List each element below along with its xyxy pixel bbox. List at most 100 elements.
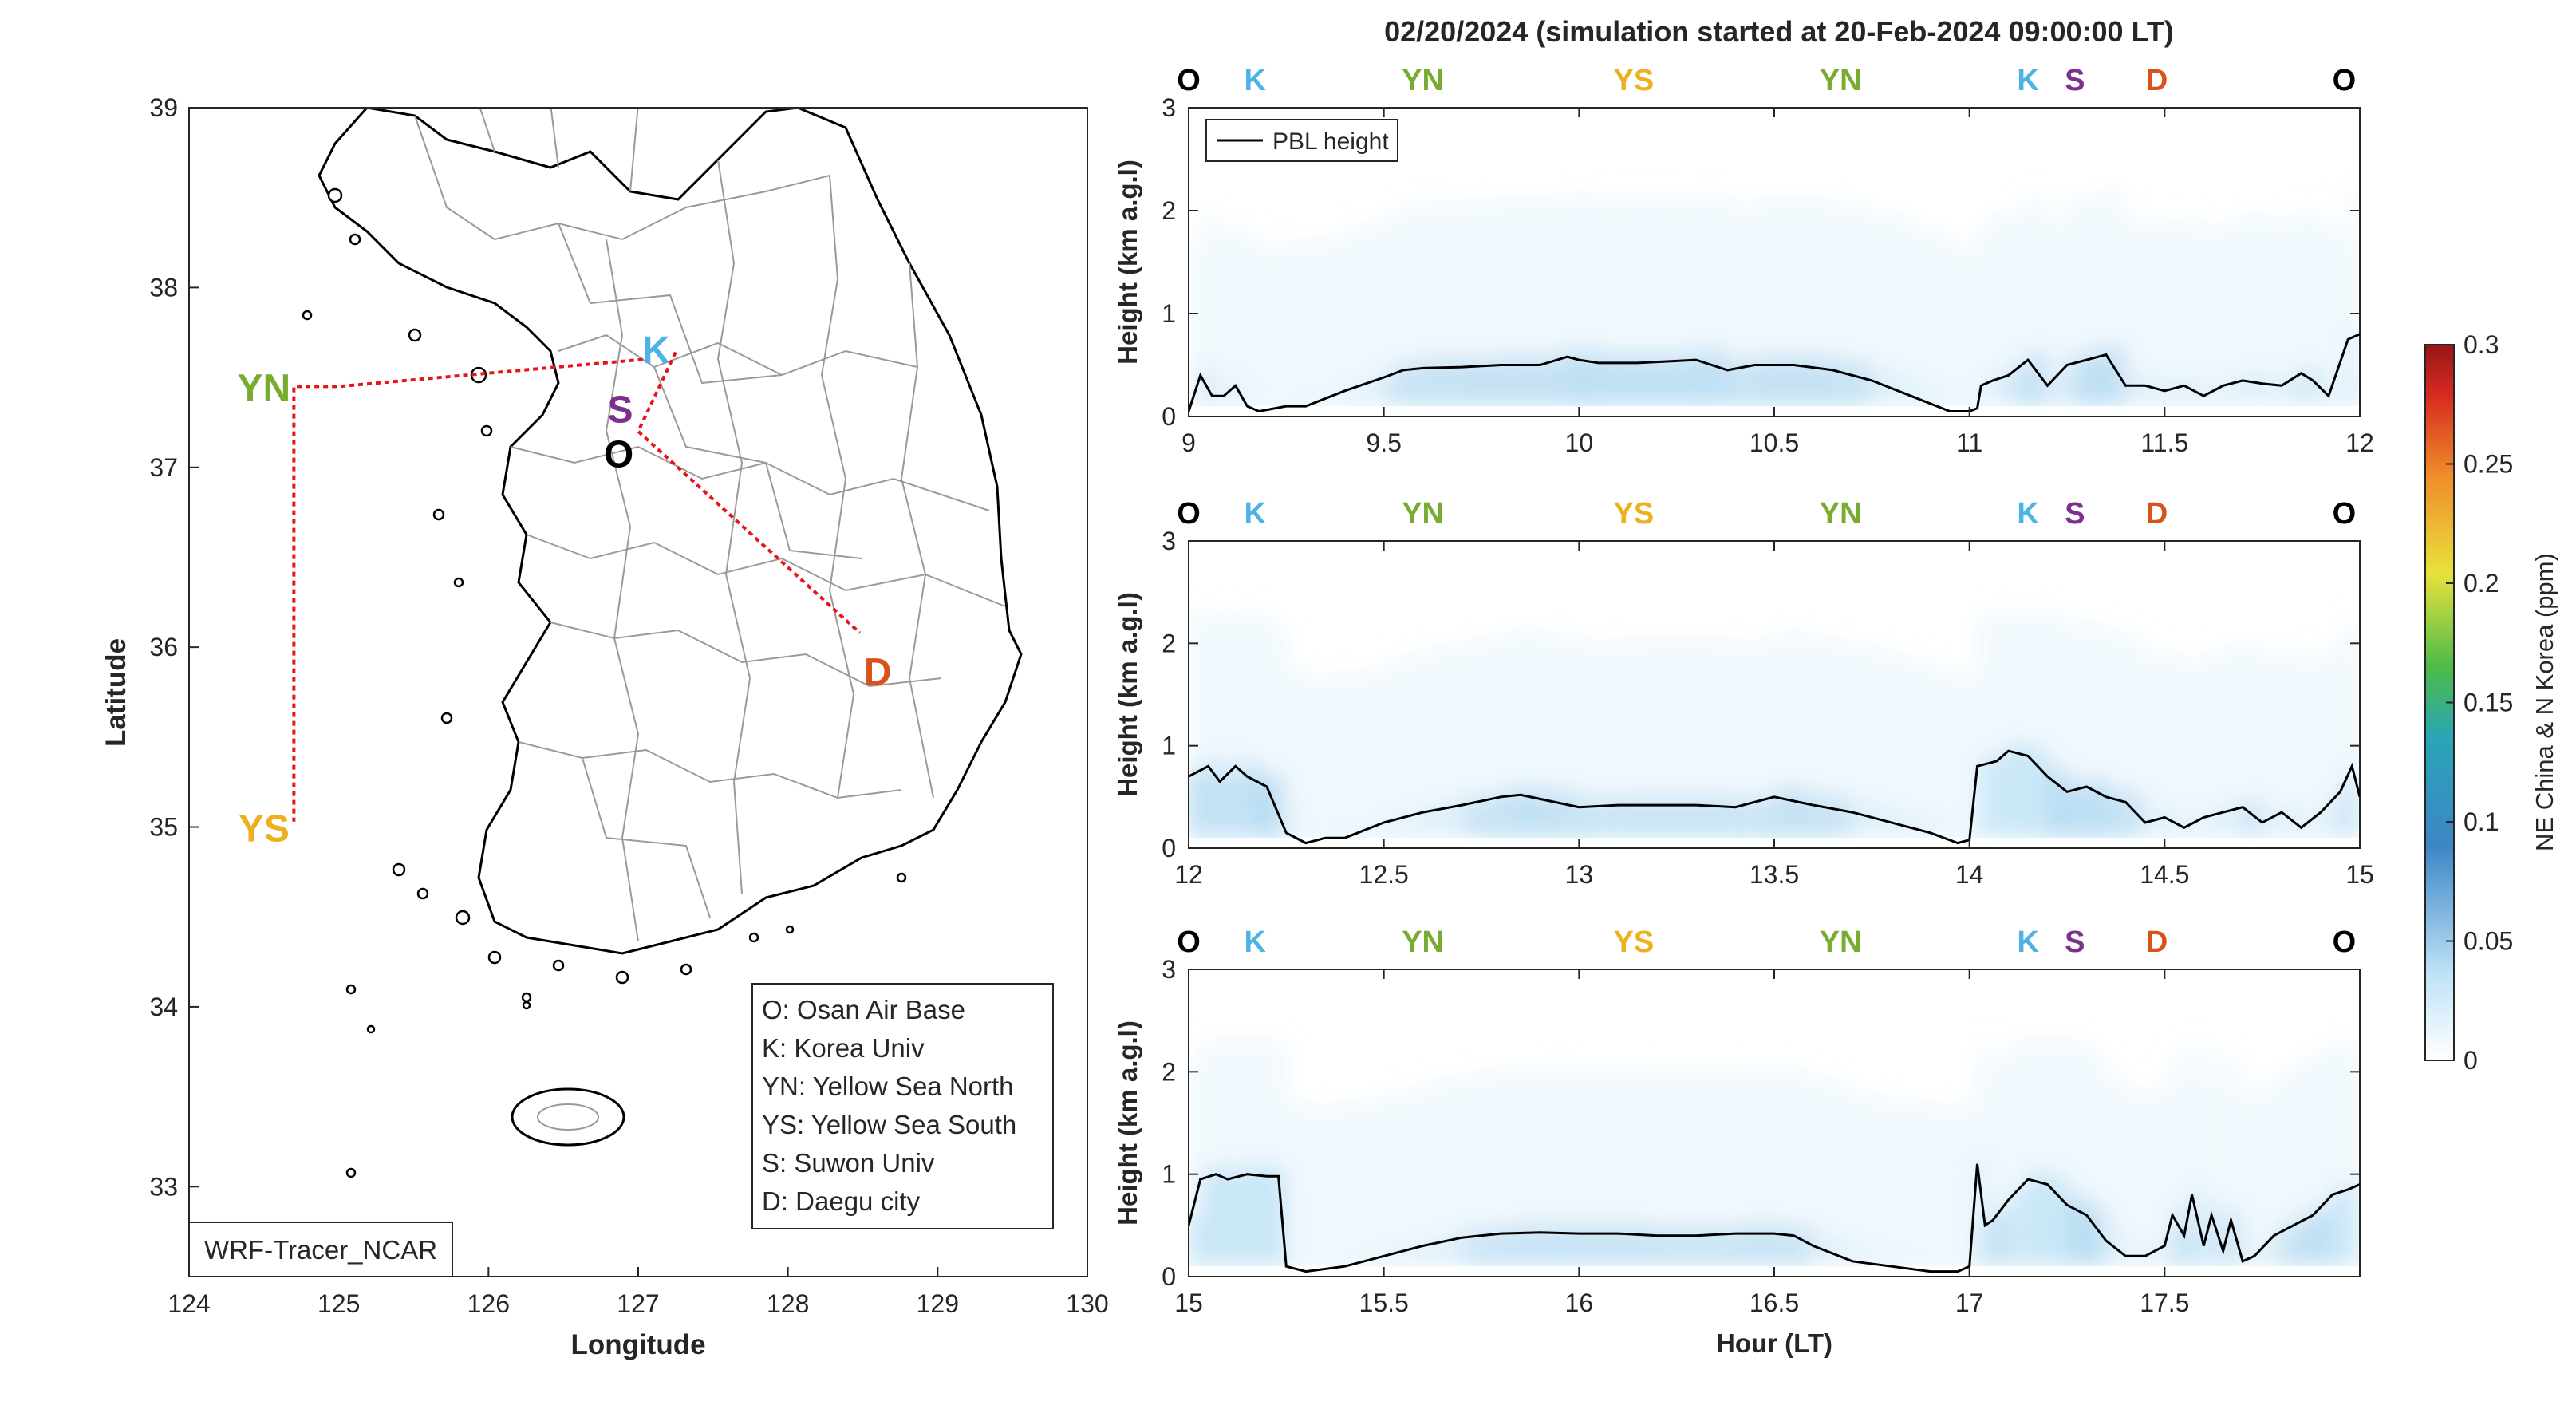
site-label-yn: YN [237,367,290,409]
x-tick-label: 17 [1955,1289,1984,1317]
site-markers: YN YS KSO D [237,330,891,851]
map-x-tick-label: 124 [168,1289,210,1318]
x-tick-label: 16.5 [1750,1289,1799,1317]
site-top-label-yn: YN [1820,64,1862,97]
x-tick-label: 11 [1956,428,1982,457]
site-top-label-s: S [2065,926,2085,959]
map-ylabel: Latitude [101,638,132,747]
x-axis-label: Hour (LT) [1716,1328,1832,1358]
y-tick-label: 3 [1162,955,1176,984]
site-label-o: O [604,434,633,476]
x-tick-label: 10.5 [1750,428,1799,457]
y-tick-label: 1 [1162,299,1176,328]
map-y-tick-label: 34 [149,993,178,1021]
site-top-label-k: K [1244,64,1266,97]
route-line [636,351,862,634]
curtain-panel-3: 15 15.5 16 16.5 17 17.5 0 1 2 3 Height (km a.g.l) H… [1113,926,2361,1358]
site-top-label-k: K [1244,926,1266,959]
map-y-tick-label: 36 [149,633,178,661]
colorbar-label: NE China & N Korea (ppm) [2531,553,2558,851]
site-top-label-k: K [2017,64,2039,97]
map-x-tick-label: 127 [617,1289,659,1318]
map-y-tick-label: 35 [149,813,178,842]
site-top-label-d: D [2146,64,2168,97]
site-label-ys: YS [239,808,290,851]
y-tick-label: 0 [1162,1262,1176,1291]
site-top-label-k: K [1244,497,1266,531]
watermark-text: WRF-Tracer_NCAR [204,1235,437,1265]
colorbar: 0 0.05 0.1 0.15 0.2 0.25 0.3 NE China & N Kore… [2424,330,2558,1075]
y-tick-label: 0 [1162,834,1176,862]
site-legend: O: Osan Air Base K: Korea Univ YN: Yellow … [751,983,1054,1229]
x-tick-label: 12 [1174,860,1203,889]
map-x-tick-label: 129 [917,1289,959,1318]
site-top-label-yn: YN [1402,497,1444,531]
site-legend-entry: D: Daegu city [762,1186,921,1216]
site-top-label-d: D [2146,497,2168,531]
site-top-label-o: O [2333,926,2357,959]
site-top-label-o: O [1177,926,1201,959]
y-axis-label: Height (km a.g.l) [1113,592,1142,797]
site-top-label-yn: YN [1820,497,1862,531]
map-y-tick-label: 37 [149,453,178,482]
map-x-tick-label: 126 [467,1289,510,1318]
y-axis-label: Height (km a.g.l) [1113,160,1142,365]
concentration-shading [1189,612,2360,848]
site-top-label-k: K [2017,497,2039,531]
site-top-label-yn: YN [1402,64,1444,97]
map-y-tick-label: 39 [149,93,178,122]
y-tick-label: 3 [1162,93,1176,122]
islands [302,187,907,1178]
site-legend-entry: S: Suwon Univ [762,1148,935,1178]
x-tick-label: 16 [1565,1289,1594,1317]
korea-coastline [318,108,1023,955]
x-tick-label: 15 [2345,860,2374,889]
site-top-label-o: O [2333,64,2357,97]
map-y-tick-label: 33 [149,1172,178,1201]
x-tick-label: 11.5 [2140,428,2188,457]
y-tick-label: 3 [1162,527,1176,555]
pbl-legend: PBL height [1205,119,1398,162]
pbl-height-line [1189,1163,2360,1273]
map-y-ticks: 33 34 35 36 37 38 39 [149,93,199,1201]
x-tick-label: 13.5 [1750,860,1799,889]
site-top-label-ys: YS [1613,926,1654,959]
x-tick-label: 13 [1565,860,1594,889]
watermark-box: WRF-Tracer_NCAR [188,1222,453,1277]
map-x-tick-label: 125 [318,1289,360,1318]
x-tick-label: 17.5 [2140,1289,2189,1317]
colorbar-tick-label: 0.1 [2464,807,2499,836]
admin-boundaries [414,108,1006,942]
concentration-shading [1189,180,2360,416]
site-top-label-o: O [1177,64,1201,97]
colorbar-tick-label: 0 [2464,1046,2478,1075]
map-xlabel: Longitude [570,1329,705,1360]
pbl-height-line [1189,749,2360,845]
y-tick-label: 2 [1162,196,1176,225]
site-top-label-o: O [2333,497,2357,531]
x-tick-label: 9 [1181,428,1196,457]
map-geography [302,108,1023,1178]
site-legend-entry: YN: Yellow Sea North [762,1072,1014,1101]
x-tick-label: 10 [1565,428,1594,457]
x-tick-label: 15.5 [1359,1289,1409,1317]
colorbar-tick-label: 0.2 [2464,569,2499,598]
site-top-label-s: S [2065,64,2085,97]
site-label-k: K [642,330,670,372]
y-tick-label: 2 [1162,629,1176,657]
figure-title: 02/20/2024 (simulation started at 20-Feb… [1384,15,2174,48]
x-tick-label: 9.5 [1366,428,1401,457]
x-tick-label: 14 [1955,860,1984,889]
site-top-label-ys: YS [1613,497,1654,531]
pbl-legend-label: PBL height [1272,128,1389,155]
map-x-tick-label: 130 [1066,1289,1108,1318]
y-tick-label: 2 [1162,1057,1176,1086]
y-axis-label: Height (km a.g.l) [1113,1020,1142,1226]
colorbar-tick-label: 0.15 [2464,689,2513,717]
y-tick-label: 0 [1162,402,1176,431]
colorbar-tick-label: 0.3 [2464,330,2499,359]
x-tick-label: 12 [2345,428,2374,457]
